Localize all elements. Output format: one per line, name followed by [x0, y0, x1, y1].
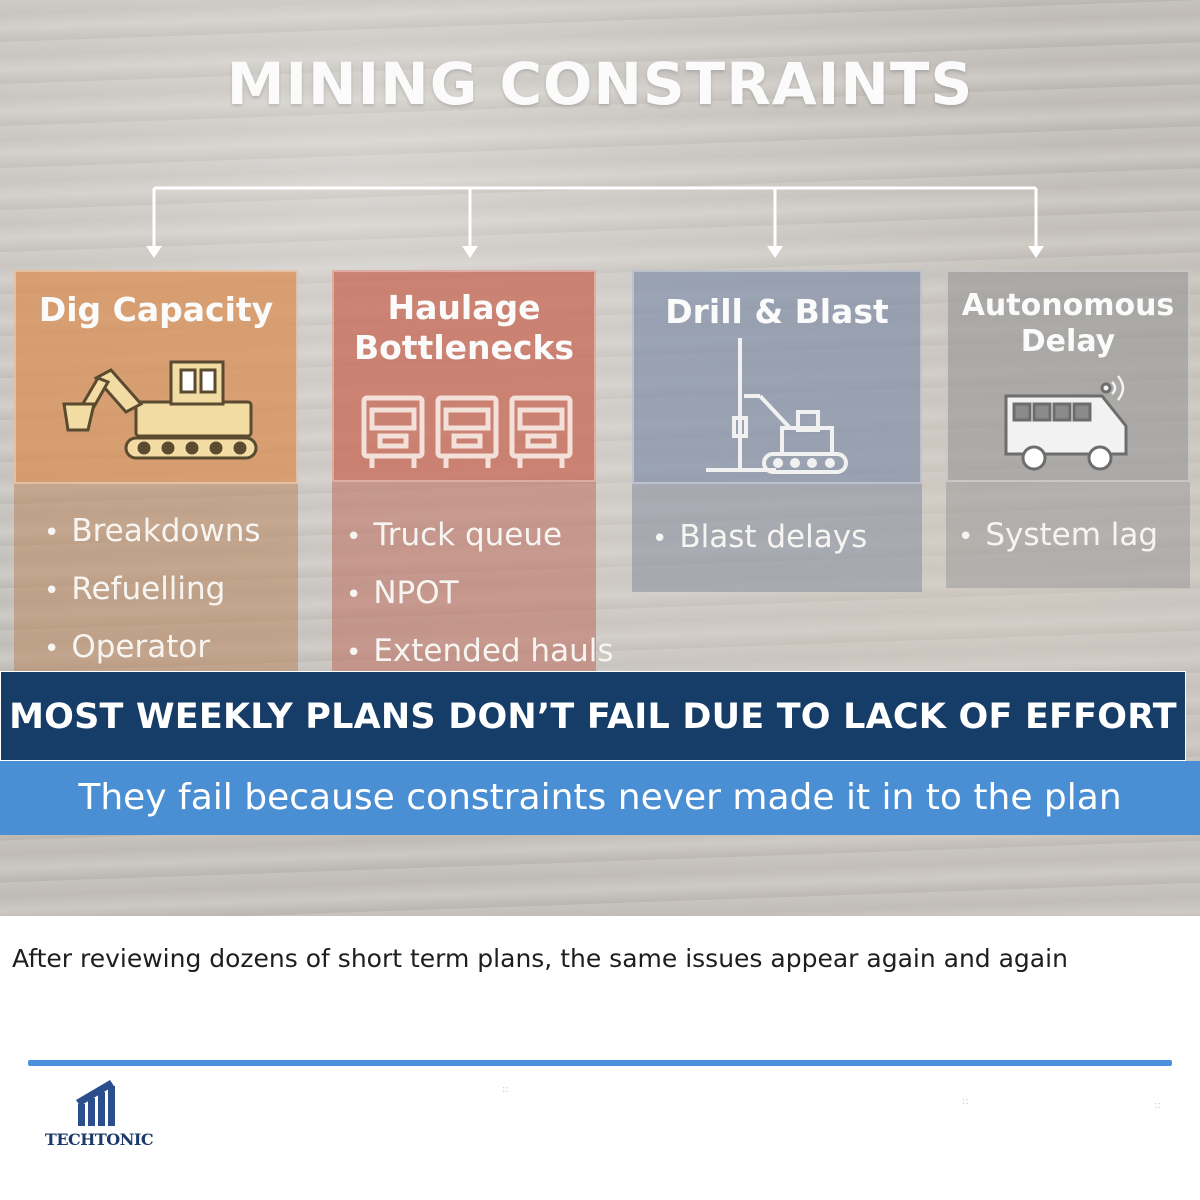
bullet-item: Refuelling: [44, 560, 261, 618]
building-chart-logo-icon: [76, 1080, 115, 1126]
card-title: Dig Capacity: [16, 290, 296, 330]
card-body: System lag: [946, 482, 1190, 588]
card-header: Dig Capacity: [14, 270, 298, 484]
company-logo[interactable]: TECHTONIC: [44, 1080, 164, 1160]
card-title: Autonomous Delay: [948, 288, 1188, 360]
card-body: Truck queue NPOT Extended hauls: [332, 482, 614, 674]
headline-banner: MOST WEEKLY PLANS DON’T FAIL DUE TO LACK…: [0, 671, 1186, 761]
card-body: Blast delays: [632, 484, 922, 592]
dot-mark: ::: [962, 1096, 969, 1107]
card-title-line: Bottlenecks: [353, 327, 575, 367]
bullet-item: NPOT: [346, 564, 614, 622]
excavator-icon: [62, 360, 258, 460]
card-title-line: Delay: [1020, 324, 1116, 359]
divider-line: [28, 1060, 1172, 1066]
bullet-list: Breakdowns Refuelling Operator: [44, 502, 261, 676]
card-body: Breakdowns Refuelling Operator: [14, 484, 298, 674]
bullet-item: Breakdowns: [44, 502, 260, 560]
bullet-list: Truck queue NPOT Extended hauls: [346, 506, 614, 680]
subline-banner: They fail because constraints never made…: [0, 761, 1200, 835]
drill-rig-icon: [706, 338, 848, 474]
card-title: Drill & Blast: [634, 292, 920, 332]
bullet-item: Truck queue: [346, 506, 614, 564]
card-title-line: Drill & Blast: [665, 292, 889, 331]
haul-trucks-icon: [361, 395, 573, 468]
bullet-list: System lag: [958, 506, 1158, 564]
card-title-line: Haulage: [387, 288, 541, 327]
caption-text: After reviewing dozens of short term pla…: [12, 944, 1068, 973]
card-header: Haulage Bottlenecks: [332, 270, 596, 482]
dot-mark: ::: [502, 1084, 509, 1095]
bullet-list: Blast delays: [652, 508, 867, 566]
bullet-item: Extended hauls: [346, 622, 613, 680]
card-title-line: Autonomous: [961, 288, 1175, 323]
page-title: MINING CONSTRAINTS: [226, 50, 974, 118]
card-header: Drill & Blast: [632, 270, 922, 484]
bullet-item: Operator: [44, 618, 261, 676]
bullet-item: System lag: [958, 506, 1158, 564]
card-title-line: Dig Capacity: [38, 290, 274, 329]
logo-name: TECHTONIC: [44, 1130, 154, 1149]
card-header: Autonomous Delay: [946, 270, 1190, 482]
card-title: Haulage Bottlenecks: [334, 288, 594, 367]
autonomous-vehicle-icon: [1004, 375, 1128, 471]
connector-lines: [146, 186, 1044, 258]
dot-mark: ::: [1154, 1100, 1161, 1111]
bullet-item: Blast delays: [652, 508, 867, 566]
